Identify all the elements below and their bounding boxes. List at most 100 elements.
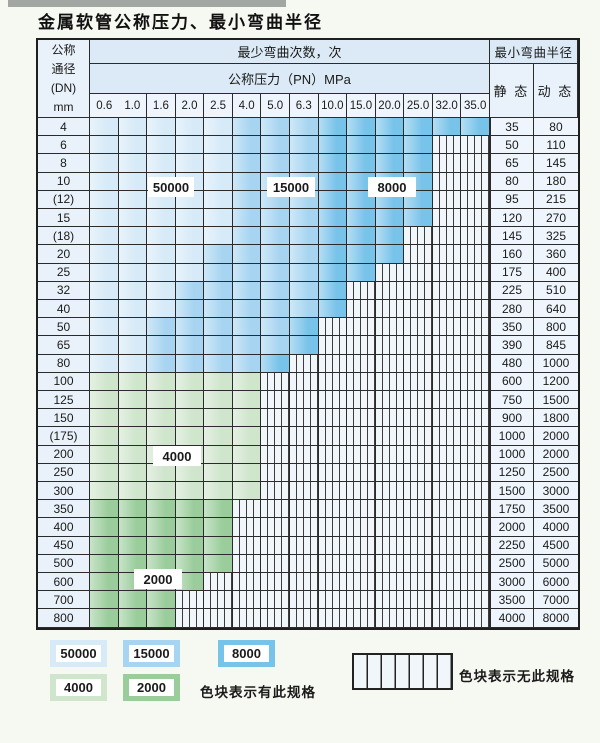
cell-spec-8000 <box>289 318 319 337</box>
cell-spec-8000 <box>375 245 405 264</box>
dn-label: (175) <box>38 427 90 446</box>
cell-spec-15000 <box>261 245 290 264</box>
cell-spec-50000 <box>90 136 119 155</box>
legend-swatch-value: 8000 <box>224 645 269 662</box>
cell-no-spec <box>461 227 490 246</box>
dn-label: 800 <box>38 609 90 628</box>
cell-spec-50000 <box>204 209 233 228</box>
cell-spec-8000 <box>289 336 319 355</box>
cell-no-spec <box>347 391 376 410</box>
table-row-dn-250: 250 1250 2500 <box>38 463 578 483</box>
legend-swatch-value: 4000 <box>56 679 101 696</box>
cell-no-spec <box>404 227 433 246</box>
cell-no-spec <box>289 391 319 410</box>
cell-no-spec <box>432 245 462 264</box>
static-radius-value: 65 <box>489 154 534 173</box>
cell-no-spec <box>289 536 319 555</box>
cell-spec-50000 <box>147 227 176 246</box>
dn-label: 65 <box>38 336 90 355</box>
static-radius-value: 280 <box>489 300 534 319</box>
legend-absent-note: 色块表示无此规格 <box>459 669 575 684</box>
cell-no-spec <box>175 609 205 628</box>
cell-spec-2000 <box>175 536 205 555</box>
static-radius-value: 145 <box>489 227 534 246</box>
cell-spec-15000 <box>289 154 319 173</box>
cell-spec-8000 <box>404 136 433 155</box>
table-row-dn-15: 15 120 270 <box>38 209 578 228</box>
cell-spec-4000 <box>90 445 119 464</box>
dynamic-radius-value: 180 <box>533 172 578 191</box>
cell-spec-50000 <box>147 281 176 301</box>
table-row-dn-50: 50 350 800 <box>38 318 578 337</box>
dynamic-column-header: 动 态 <box>533 64 578 118</box>
cell-no-spec <box>289 463 319 483</box>
cell-spec-4000 <box>90 463 119 483</box>
table-row-dn-300: 300 1500 3000 <box>38 482 578 501</box>
table-row-dn-40: 40 280 640 <box>38 300 578 319</box>
cell-spec-15000 <box>232 190 262 210</box>
dynamic-radius-value: 510 <box>533 281 578 301</box>
cell-spec-4000 <box>204 427 233 446</box>
cell-spec-15000 <box>232 318 262 337</box>
dn-label: 15 <box>38 209 90 228</box>
cell-no-spec <box>432 482 462 501</box>
cell-spec-8000 <box>318 154 348 173</box>
cell-spec-8000 <box>318 136 348 155</box>
dn-label: (18) <box>38 227 90 246</box>
cell-spec-2000 <box>90 554 119 574</box>
cell-no-spec <box>404 518 433 537</box>
cell-no-spec <box>347 318 376 337</box>
cell-spec-2000 <box>147 591 176 610</box>
table-row-dn-150: 150 900 1800 <box>38 409 578 428</box>
cell-spec-15000 <box>175 354 205 373</box>
legend-swatch-15000: 15000 <box>123 640 180 667</box>
cell-spec-15000 <box>147 336 176 355</box>
cell-spec-4000 <box>118 445 148 464</box>
static-radius-value: 175 <box>489 263 534 282</box>
cell-spec-2000 <box>147 609 176 628</box>
cell-spec-2000 <box>90 591 119 610</box>
cell-no-spec <box>289 409 319 428</box>
cell-no-spec <box>461 209 490 228</box>
cell-spec-4000 <box>232 391 262 410</box>
static-radius-value: 95 <box>489 190 534 210</box>
cell-no-spec <box>461 154 490 173</box>
cell-spec-50000 <box>118 118 148 137</box>
cell-no-spec <box>289 427 319 446</box>
cell-spec-50000 <box>118 263 148 282</box>
table-row-dn-200: 200 1000 2000 <box>38 445 578 464</box>
legend-swatch-value: 50000 <box>56 645 101 662</box>
dn-label: 400 <box>38 518 90 537</box>
cell-spec-4000 <box>175 409 205 428</box>
cell-no-spec <box>318 518 348 537</box>
table-row-dn-18: (18) 145 325 <box>38 227 578 246</box>
cell-no-spec <box>232 554 262 574</box>
dynamic-radius-value: 1000 <box>533 354 578 373</box>
cell-no-spec <box>461 172 490 191</box>
cell-spec-8000 <box>404 209 433 228</box>
cell-spec-2000 <box>90 573 119 592</box>
cell-no-spec <box>261 409 290 428</box>
cell-spec-15000 <box>232 227 262 246</box>
cell-spec-8000 <box>404 154 433 173</box>
cell-no-spec <box>261 536 290 555</box>
cell-spec-4000 <box>232 463 262 483</box>
cell-spec-50000 <box>204 190 233 210</box>
static-radius-value: 2500 <box>489 554 534 574</box>
cell-spec-15000 <box>147 354 176 373</box>
cell-spec-4000 <box>232 427 262 446</box>
dynamic-radius-value: 145 <box>533 154 578 173</box>
cell-spec-4000 <box>204 463 233 483</box>
cell-spec-2000 <box>118 609 148 628</box>
cell-spec-15000 <box>261 336 290 355</box>
cell-no-spec <box>404 281 433 301</box>
cell-spec-50000 <box>175 245 205 264</box>
cell-no-spec <box>318 591 348 610</box>
cell-no-spec <box>289 591 319 610</box>
table-row-dn-80: 80 480 1000 <box>38 354 578 373</box>
cell-spec-4000 <box>204 445 233 464</box>
cell-spec-50000 <box>90 154 119 173</box>
cell-no-spec <box>347 372 376 392</box>
cell-spec-50000 <box>204 227 233 246</box>
